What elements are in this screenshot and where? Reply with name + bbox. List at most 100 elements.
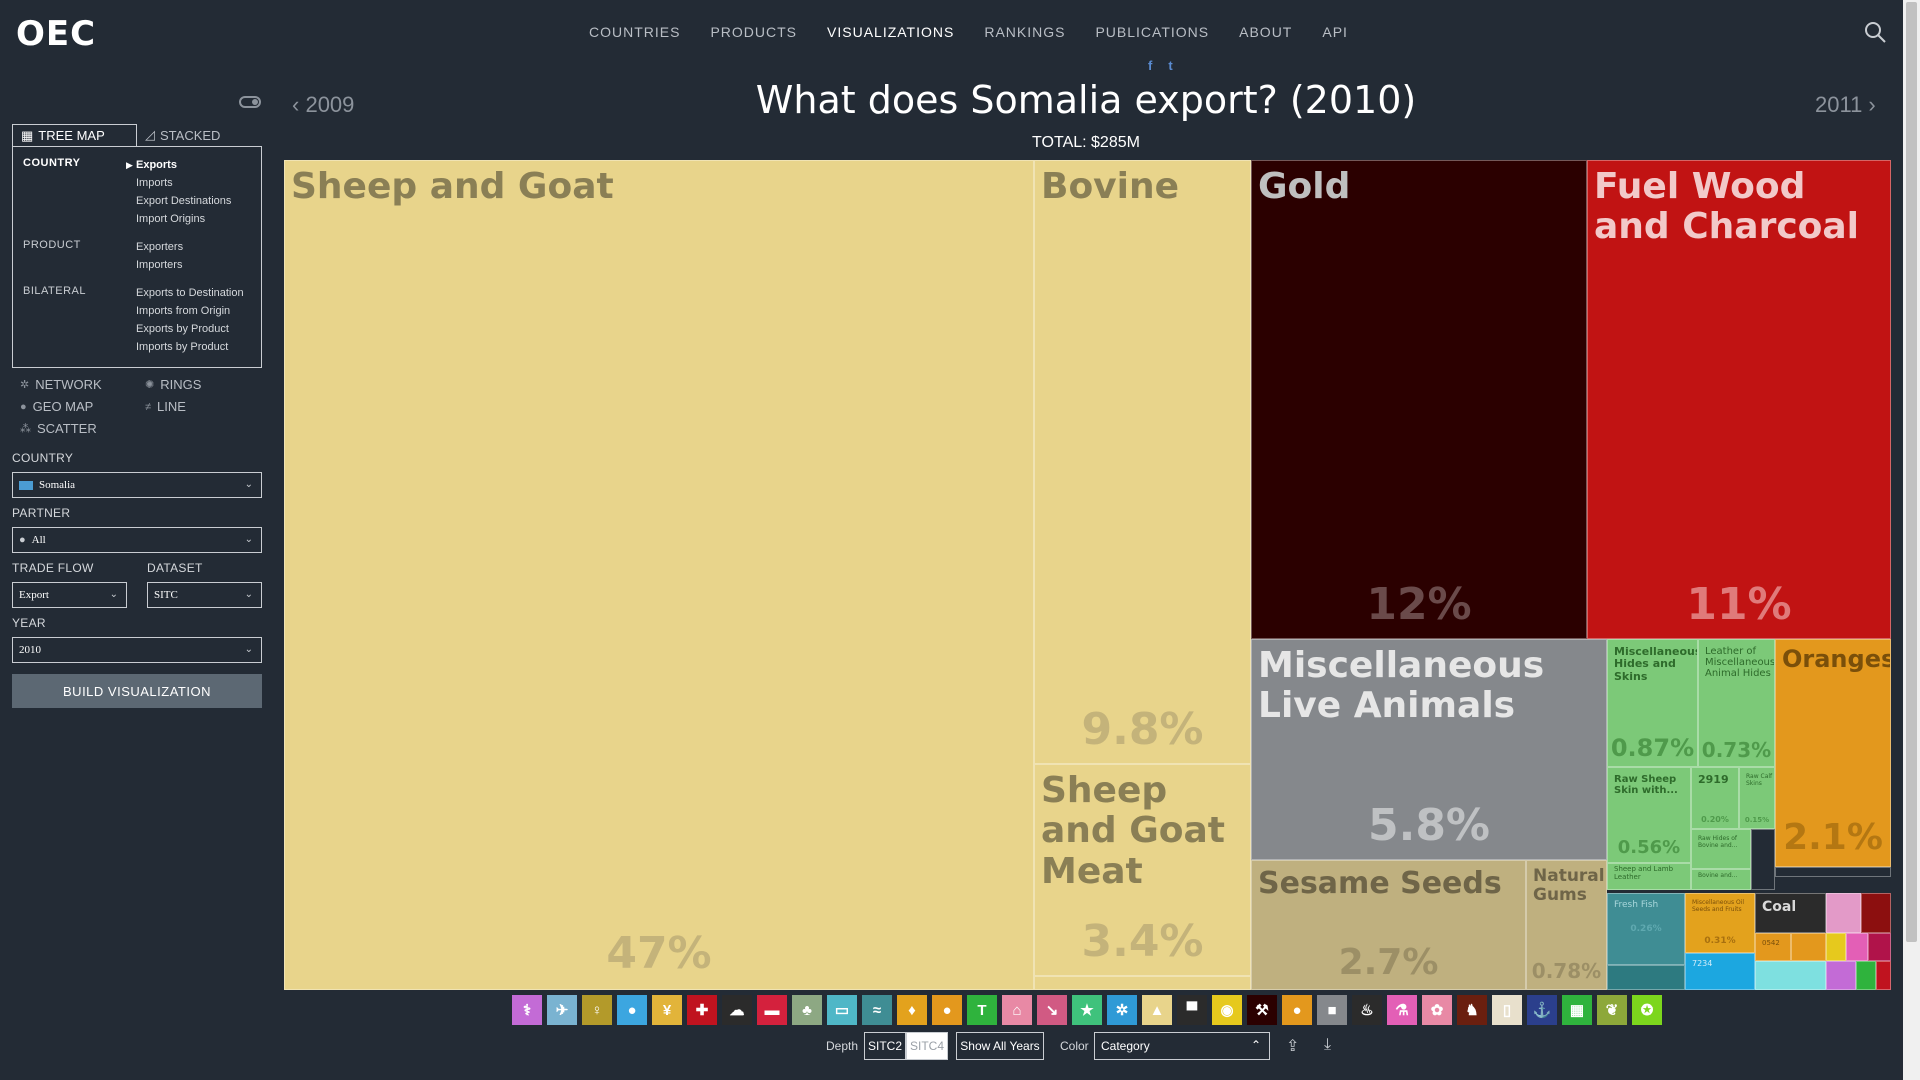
next-year-link[interactable]: 2011 ›	[1815, 92, 1876, 117]
dataset-select[interactable]: SITC ⌄	[147, 582, 262, 608]
treemap-cell-fruit-small[interactable]	[1775, 867, 1891, 877]
grid-icon[interactable]: ▦	[1562, 995, 1592, 1025]
tree-icon[interactable]: ♣	[792, 995, 822, 1025]
treemap-cell-leather-misc-hides[interactable]: Leather of Miscellaneous Animal Hides 0.…	[1698, 639, 1775, 767]
nav-api[interactable]: API	[1322, 24, 1348, 40]
gears-icon[interactable]: ✲	[1107, 995, 1137, 1025]
tab-tree-map[interactable]: ▦ TREE MAP	[12, 124, 137, 146]
treemap-cell-sheep-and-goat[interactable]: Sheep and Goat 47%	[284, 160, 1034, 990]
depth-sitc4-button[interactable]: SITC4	[906, 1032, 948, 1060]
nav-rankings[interactable]: RANKINGS	[984, 24, 1066, 40]
treemap-cell-small[interactable]	[1868, 933, 1891, 961]
treemap-cell-hides-small[interactable]	[1751, 829, 1775, 890]
vis-option-scatter[interactable]: ⁂ SCATTER	[20, 421, 97, 436]
anchor-icon[interactable]: ⚓	[1527, 995, 1557, 1025]
menu-item-imports[interactable]: Imports	[136, 177, 173, 189]
menu-item-export-destinations[interactable]: Export Destinations	[136, 195, 232, 207]
pick-icon[interactable]: ⚒	[1247, 995, 1277, 1025]
seed-icon[interactable]: ❦	[1597, 995, 1627, 1025]
toggle-icon[interactable]	[239, 96, 261, 108]
treemap-cell-small[interactable]	[1856, 961, 1876, 990]
star-icon[interactable]: ★	[1072, 995, 1102, 1025]
bottle-icon[interactable]: ♦	[897, 995, 927, 1025]
menu-item-exporters[interactable]: Exporters	[136, 241, 184, 253]
wheat-icon[interactable]: ¥	[652, 995, 682, 1025]
plane-icon[interactable]: ✈	[547, 995, 577, 1025]
nav-countries[interactable]: COUNTRIES	[589, 24, 681, 40]
treemap-cell-2919[interactable]: 2919 0.20%	[1691, 767, 1739, 829]
trade-flow-select[interactable]: Export ⌄	[12, 582, 127, 608]
treemap-cell-sheep-lamb-leather[interactable]: Sheep and Lamb Leather	[1607, 863, 1691, 890]
treemap-cell-bovine[interactable]: Bovine 9.8%	[1034, 160, 1251, 764]
menu-item-importers[interactable]: Importers	[136, 259, 183, 271]
vis-option-network[interactable]: ✲ NETWORK	[20, 377, 102, 392]
treemap-cell-raw-hides-bovine[interactable]: Raw Hides of Bovine and...	[1691, 829, 1751, 869]
box-icon[interactable]: ■	[1317, 995, 1347, 1025]
boot-icon[interactable]: ♞	[1457, 995, 1487, 1025]
nav-products[interactable]: PRODUCTS	[710, 24, 798, 40]
wine-icon[interactable]: ♀	[582, 995, 612, 1025]
lungs-icon[interactable]: ⚕	[512, 995, 542, 1025]
treemap-cell-misc-live-animals[interactable]: Miscellaneous Live Animals 5.8%	[1251, 639, 1607, 860]
prev-year-link[interactable]: ‹ 2009	[292, 92, 355, 117]
partner-select[interactable]: ● All ⌄	[12, 527, 262, 553]
cloud-icon[interactable]: ☁	[722, 995, 752, 1025]
shirt-icon[interactable]: T	[967, 995, 997, 1025]
download-icon[interactable]: ⤓	[1324, 1036, 1332, 1053]
treemap-cell-small[interactable]	[1034, 976, 1251, 990]
menu-item-import-origins[interactable]: Import Origins	[136, 213, 206, 225]
twitter-icon[interactable]: t	[1168, 58, 1173, 73]
paper-icon[interactable]: ▯	[1492, 995, 1522, 1025]
flower-icon[interactable]: ✿	[1422, 995, 1452, 1025]
treemap-cell-raw-calf-skins[interactable]: Raw Calf Skins 0.15%	[1739, 767, 1775, 829]
treemap-cell-bovine-leather[interactable]: Bovine and...	[1691, 869, 1751, 890]
treemap-cell-sheep-and-goat-meat[interactable]: Sheep and Goat Meat 3.4%	[1034, 764, 1251, 976]
band-icon[interactable]: ▬	[757, 995, 787, 1025]
drop-icon[interactable]: ●	[617, 995, 647, 1025]
cross-icon[interactable]: ✚	[687, 995, 717, 1025]
treemap-cell-small[interactable]	[1826, 933, 1846, 961]
house-icon[interactable]: ⌂	[1002, 995, 1032, 1025]
treemap-cell-7234[interactable]: 7234	[1685, 953, 1755, 990]
treemap-cell-small[interactable]	[1846, 933, 1868, 961]
coin-icon[interactable]: ◉	[1212, 995, 1242, 1025]
treemap-cell-small[interactable]	[1861, 893, 1891, 933]
treemap-cell-sesame-seeds[interactable]: Sesame Seeds 2.7%	[1251, 860, 1526, 990]
menu-item-exports-by-product[interactable]: Exports by Product	[136, 323, 229, 335]
color-select[interactable]: Category ⌃	[1094, 1032, 1270, 1060]
oec-logo[interactable]: OEC	[16, 14, 97, 54]
flask-icon[interactable]: ⚗	[1387, 995, 1417, 1025]
treemap-cell-misc-hides-and-skins[interactable]: Miscellaneous Hides and Skins 0.87%	[1607, 639, 1698, 767]
vis-option-geo-map[interactable]: ● GEO MAP	[20, 399, 93, 414]
country-select[interactable]: Somalia ⌄	[12, 472, 262, 498]
treemap-cell-small[interactable]	[1826, 961, 1856, 990]
treemap-cell-small[interactable]	[1826, 893, 1861, 933]
depth-sitc2-button[interactable]: SITC2	[864, 1032, 906, 1060]
treemap-cell-0542[interactable]: 0542	[1755, 933, 1791, 961]
vis-option-rings[interactable]: ✺ RINGS	[145, 377, 201, 392]
treemap-cell-fresh-fish[interactable]: Fresh Fish 0.26%	[1607, 893, 1685, 965]
treemap-cell-gold[interactable]: Gold 12%	[1251, 160, 1587, 639]
build-visualization-button[interactable]: BUILD VISUALIZATION	[12, 674, 262, 708]
search-icon[interactable]	[1863, 20, 1887, 44]
treemap-cell-natural-gums[interactable]: Natural Gums 0.78%	[1526, 860, 1607, 990]
orange-icon[interactable]: ●	[1282, 995, 1312, 1025]
year-select[interactable]: 2010 ⌄	[12, 637, 262, 663]
treemap-cell-raw-sheep-skin[interactable]: Raw Sheep Skin with... 0.56%	[1607, 767, 1691, 863]
menu-item-exports-to-destination[interactable]: Exports to Destination	[136, 287, 244, 299]
treemap-cell-fish-small[interactable]	[1607, 965, 1685, 990]
fruit-icon[interactable]: ●	[932, 995, 962, 1025]
tab-stacked[interactable]: ◿ STACKED	[137, 124, 262, 146]
treemap-cell-coal[interactable]: Coal	[1755, 893, 1826, 933]
star2-icon[interactable]: ✪	[1632, 995, 1662, 1025]
scrollbar-thumb[interactable]	[1906, 2, 1917, 942]
chart-icon[interactable]: ↘	[1037, 995, 1067, 1025]
treemap-cell-fuel-wood-and-charcoal[interactable]: Fuel Wood and Charcoal 11%	[1587, 160, 1891, 639]
treemap-cell-small[interactable]	[1791, 933, 1826, 961]
show-all-years-button[interactable]: Show All Years	[956, 1032, 1044, 1060]
animal-icon[interactable]: ▲	[1142, 995, 1172, 1025]
vis-option-line[interactable]: ≠ LINE	[145, 399, 186, 414]
oil-icon[interactable]: ♨	[1352, 995, 1382, 1025]
treemap-cell-small[interactable]	[1755, 961, 1826, 990]
share-icon[interactable]: ⇪	[1286, 1038, 1300, 1055]
